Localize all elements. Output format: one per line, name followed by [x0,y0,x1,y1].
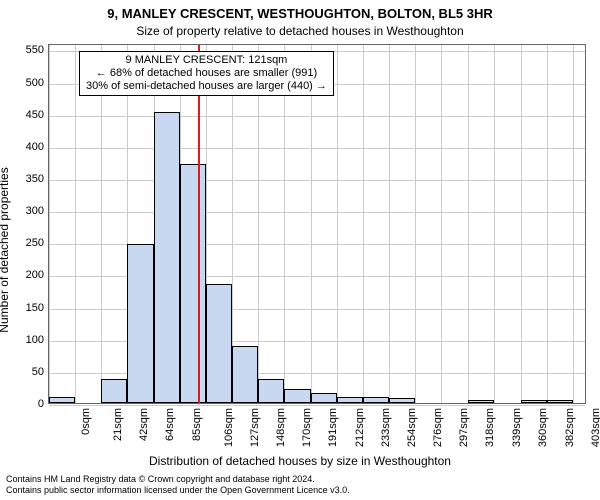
gridline-v [311,45,312,403]
histogram-bar [521,400,547,403]
x-tick: 318sqm [485,408,497,447]
gridline-h [49,212,585,213]
x-axis-label: Distribution of detached houses by size … [0,454,600,468]
plot-area: 9 MANLEY CRESCENT: 121sqm← 68% of detach… [48,44,586,404]
gridline-v [468,45,469,403]
gridline-v [284,45,285,403]
histogram-bar [363,397,389,403]
histogram-bar [206,284,232,403]
histogram-bar [101,379,127,403]
x-tick: 276sqm [432,408,444,447]
y-tick: 350 [26,173,44,185]
histogram-bar [232,346,258,403]
annot-line-1: 9 MANLEY CRESCENT: 121sqm [86,54,327,67]
gridline-h [49,180,585,181]
x-tick: 403sqm [590,408,600,447]
x-tick: 64sqm [165,408,177,441]
gridline-v [363,45,364,403]
histogram-bar [180,164,206,403]
histogram-bar [389,398,415,403]
x-tick: 127sqm [249,408,261,447]
chart-container: 9, MANLEY CRESCENT, WESTHOUGHTON, BOLTON… [0,0,600,500]
chart-title-sub: Size of property relative to detached ho… [0,24,600,38]
y-tick: 300 [26,205,44,217]
gridline-v [547,45,548,403]
gridline-v [441,45,442,403]
gridline-v [101,45,102,403]
x-tick: 0sqm [80,408,92,435]
gridline-h [49,116,585,117]
x-tick: 170sqm [301,408,313,447]
y-tick: 150 [26,302,44,314]
y-tick: 250 [26,237,44,249]
gridline-h [49,405,585,406]
y-tick: 450 [26,109,44,121]
histogram-bar [49,397,75,403]
y-tick: 500 [26,77,44,89]
y-axis-label: Number of detached properties [0,167,11,332]
x-tick: 360sqm [537,408,549,447]
annot-line-3: 30% of semi-detached houses are larger (… [86,80,327,93]
annot-line-2: ← 68% of detached houses are smaller (99… [86,67,327,80]
x-tick: 21sqm [112,408,124,441]
x-tick: 233sqm [380,408,392,447]
y-tick: 200 [26,269,44,281]
gridline-h [49,148,585,149]
y-tick: 50 [32,366,44,378]
x-tick: 339sqm [511,408,523,447]
histogram-bar [284,389,310,403]
x-tick: 191sqm [328,408,340,447]
histogram-bar [127,244,153,403]
x-tick: 148sqm [275,408,287,447]
histogram-bar [337,397,363,403]
gridline-v [494,45,495,403]
property-marker-line [198,45,200,403]
gridline-v [521,45,522,403]
x-tick: 85sqm [191,408,203,441]
gridline-v [258,45,259,403]
y-tick: 400 [26,141,44,153]
x-tick: 254sqm [406,408,418,447]
y-tick: 100 [26,334,44,346]
x-tick: 106sqm [223,408,235,447]
histogram-bar [154,112,180,403]
chart-title-main: 9, MANLEY CRESCENT, WESTHOUGHTON, BOLTON… [0,6,600,21]
histogram-bar [258,379,284,403]
x-tick: 212sqm [354,408,366,447]
x-tick: 297sqm [458,408,470,447]
gridline-v [75,45,76,403]
x-tick: 42sqm [138,408,150,441]
footer-line-2: Contains public sector information licen… [6,485,350,496]
y-tick: 550 [26,44,44,56]
histogram-bar [311,393,337,403]
histogram-bar [547,400,573,403]
gridline-v [389,45,390,403]
gridline-v [337,45,338,403]
gridline-v [49,45,50,403]
annotation-box: 9 MANLEY CRESCENT: 121sqm← 68% of detach… [79,51,334,96]
footer-line-1: Contains HM Land Registry data © Crown c… [6,474,350,485]
x-tick: 382sqm [564,408,576,447]
gridline-v [415,45,416,403]
histogram-bar [468,400,494,403]
chart-footer: Contains HM Land Registry data © Crown c… [6,474,350,496]
y-tick: 0 [38,398,44,410]
gridline-v [573,45,574,403]
